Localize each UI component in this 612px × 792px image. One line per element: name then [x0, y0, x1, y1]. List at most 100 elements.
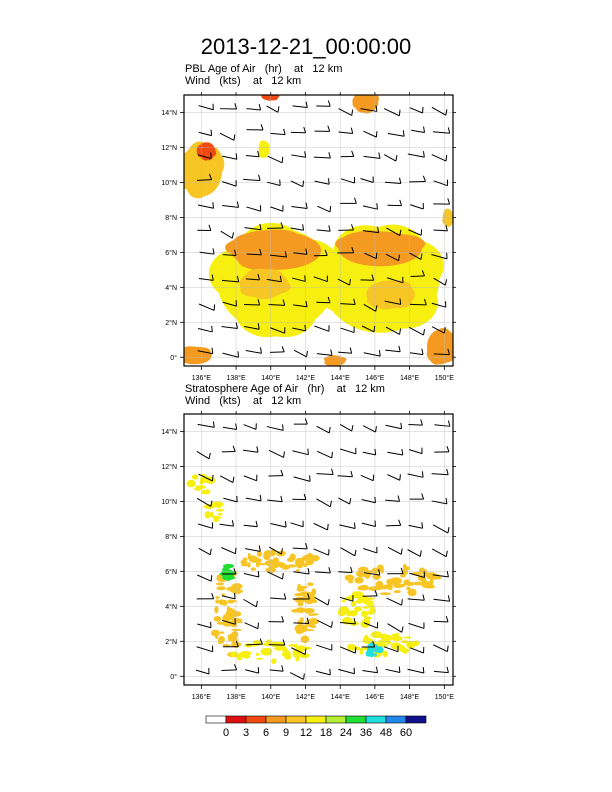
wind-barb-flag [259, 248, 262, 255]
region-speck [240, 563, 250, 567]
wind-barb-flag [303, 126, 307, 133]
wind-barb-flag [232, 476, 235, 483]
region-speck [267, 559, 275, 567]
wind-barb-shaft [293, 476, 311, 482]
x-tick-label: 136°E [192, 374, 211, 382]
wind-barb-flag [446, 446, 450, 453]
panel2-wind-at: at [252, 395, 263, 407]
wind-barb-flag [376, 226, 380, 233]
wind-barb-flag [350, 127, 354, 134]
wind-barb-shaft [407, 668, 424, 674]
wind-barb-flag [259, 638, 263, 645]
wind-barb-shaft [198, 473, 213, 482]
wind-barb-shaft [266, 278, 282, 283]
wind-barb-flag [211, 592, 215, 599]
wind-barb-shaft [385, 668, 401, 674]
wind-barb-shaft [292, 450, 309, 456]
region-speck [354, 606, 363, 612]
wind-barb-shaft [198, 328, 213, 333]
panel1-field-at: at [294, 63, 304, 75]
y-tick-label: 2°N [165, 638, 177, 646]
wind-barb-flag [283, 451, 285, 458]
region-lobe [439, 344, 453, 363]
wind-barb-shaft [431, 326, 445, 334]
wind-barb-flag [305, 248, 308, 255]
wind-barb-flag [372, 641, 376, 648]
wind-barb-flag [401, 448, 404, 456]
wind-barb-flag [398, 254, 400, 261]
panel1-wind-barbs [196, 100, 451, 358]
region-speck [255, 652, 260, 657]
x-tick-label: 144°E [331, 693, 350, 701]
region-speck [338, 609, 349, 614]
wind-barb-flag [445, 497, 448, 504]
region-speck [260, 649, 266, 655]
wind-barb-shaft [434, 424, 450, 427]
region-speck [359, 647, 364, 655]
wind-barb-shaft [340, 621, 356, 625]
wind-barb-shaft [243, 475, 257, 482]
wind-barb-flag [447, 127, 451, 134]
region-speck [299, 652, 310, 659]
region-speck [406, 642, 416, 649]
panel2-region-western-ring-n [240, 548, 320, 574]
panel1-wind-name: Wind [185, 75, 211, 87]
region-speck [256, 563, 267, 566]
region-speck [360, 620, 370, 628]
wind-barb-shaft [407, 153, 425, 158]
region-lobe [233, 232, 284, 252]
wind-barb-shaft [339, 596, 354, 602]
wind-barb-flag [401, 626, 404, 633]
wind-barb-shaft [270, 523, 287, 528]
region-lobe [263, 142, 270, 152]
wind-barb-shaft [407, 473, 424, 478]
wind-barb-shaft [337, 497, 350, 505]
wind-barb-shaft [431, 302, 446, 308]
wind-barb-flag [234, 249, 237, 256]
wind-barb-shaft [410, 204, 424, 210]
x-tick-label: 142°E [296, 374, 315, 382]
wind-barb-shaft [289, 672, 304, 680]
wind-barb-shaft [385, 524, 401, 527]
wind-barb-flag [422, 594, 425, 601]
region-speck [244, 643, 254, 648]
wind-barb-shaft [268, 303, 285, 306]
wind-barb-shaft [360, 474, 374, 482]
wind-barb-shaft [315, 670, 331, 676]
wind-barb-shaft [316, 229, 331, 232]
wind-barb-shaft [246, 643, 263, 646]
y-tick-label: 4°N [165, 603, 177, 611]
region-speck [385, 592, 391, 595]
wind-barb-flag [446, 666, 449, 673]
wind-barb-shaft [243, 449, 259, 453]
panel1-field-level: 12 km [312, 63, 343, 75]
region-speck [294, 651, 301, 656]
region-speck [367, 644, 373, 647]
wind-barb-flag [420, 253, 423, 260]
wind-barb-flag [423, 126, 426, 133]
colorbar-swatch [265, 715, 287, 724]
region-speck [223, 617, 228, 621]
region-speck [351, 591, 364, 599]
wind-barb-shaft [387, 623, 403, 633]
wind-barb-flag [284, 521, 287, 528]
wind-barb-shaft [339, 524, 356, 529]
wind-barb-flag [231, 520, 235, 527]
wind-barb-flag [258, 103, 262, 111]
wind-barb-shaft [383, 108, 400, 117]
region-speck [195, 485, 207, 489]
wind-barb-flag [233, 134, 236, 141]
wind-barb-shaft [198, 523, 213, 529]
wind-barb-shaft [433, 644, 448, 652]
panel1-field-title: PBL Age of Air (hr) at 12 km [185, 63, 342, 75]
wind-barb-flag [328, 567, 331, 574]
wind-barb-flag [279, 275, 282, 282]
wind-barb-flag [399, 298, 402, 305]
wind-barb-shaft [313, 276, 328, 283]
wind-barb-shaft [387, 546, 402, 555]
region-speck [240, 650, 252, 656]
region-lobe [335, 235, 381, 253]
colorbar-label: 60 [400, 727, 412, 739]
region-speck [301, 563, 314, 566]
colorbar-swatch [245, 715, 267, 724]
